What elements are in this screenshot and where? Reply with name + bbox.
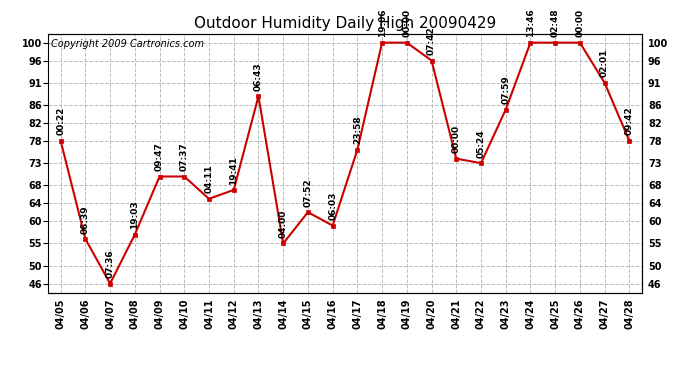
Text: 02:48: 02:48 xyxy=(551,9,560,38)
Text: 13:46: 13:46 xyxy=(526,9,535,38)
Text: 07:37: 07:37 xyxy=(180,142,189,171)
Text: 06:03: 06:03 xyxy=(328,192,337,220)
Text: 06:39: 06:39 xyxy=(81,205,90,234)
Text: 00:00: 00:00 xyxy=(452,125,461,153)
Text: 19:41: 19:41 xyxy=(229,156,238,184)
Title: Outdoor Humidity Daily High 20090429: Outdoor Humidity Daily High 20090429 xyxy=(194,16,496,31)
Text: 09:47: 09:47 xyxy=(155,142,164,171)
Text: 07:59: 07:59 xyxy=(501,75,510,104)
Text: 19:03: 19:03 xyxy=(130,201,139,229)
Text: 07:42: 07:42 xyxy=(427,26,436,55)
Text: 05:24: 05:24 xyxy=(477,129,486,158)
Text: 00:00: 00:00 xyxy=(402,9,411,38)
Text: Copyright 2009 Cartronics.com: Copyright 2009 Cartronics.com xyxy=(51,39,204,49)
Text: 00:22: 00:22 xyxy=(56,107,65,135)
Text: 07:36: 07:36 xyxy=(106,250,115,278)
Text: 09:42: 09:42 xyxy=(625,107,634,135)
Text: 04:11: 04:11 xyxy=(204,165,213,194)
Text: 04:00: 04:00 xyxy=(279,210,288,238)
Text: 02:01: 02:01 xyxy=(600,49,609,78)
Text: 00:00: 00:00 xyxy=(575,9,584,38)
Text: 07:52: 07:52 xyxy=(304,178,313,207)
Text: 06:43: 06:43 xyxy=(254,62,263,91)
Text: 23:58: 23:58 xyxy=(353,116,362,144)
Text: 19:06: 19:06 xyxy=(377,9,386,38)
